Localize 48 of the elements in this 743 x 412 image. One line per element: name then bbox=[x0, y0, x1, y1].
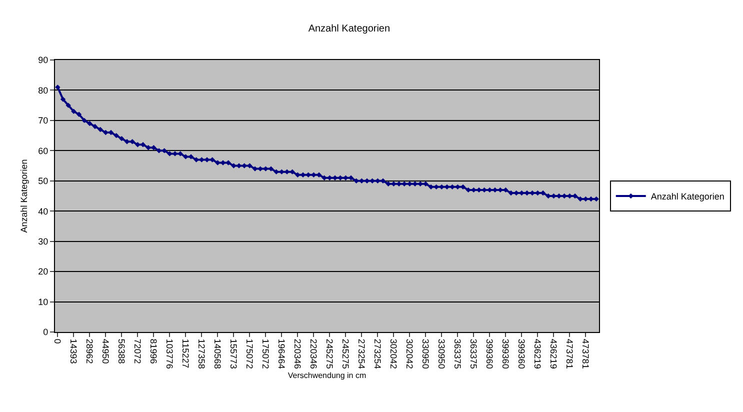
chart-title: Anzahl Kategorien bbox=[308, 24, 390, 35]
x-tick-label: 81996 bbox=[148, 338, 159, 364]
x-tick-label: 245275 bbox=[324, 338, 335, 369]
x-tick-label: 273254 bbox=[372, 338, 383, 369]
legend-label: Anzahl Kategorien bbox=[650, 192, 724, 202]
x-tick-label: 56388 bbox=[116, 338, 127, 364]
x-tick-label: 115227 bbox=[180, 338, 191, 368]
x-tick-label: 363375 bbox=[452, 338, 463, 369]
y-tick-label: 10 bbox=[38, 296, 48, 307]
y-tick-label: 50 bbox=[38, 176, 48, 186]
x-tick-label: 220346 bbox=[292, 338, 303, 369]
x-tick-label: 28962 bbox=[84, 338, 95, 364]
x-tick-label: 44950 bbox=[100, 338, 111, 364]
x-tick-label: 14393 bbox=[68, 338, 79, 364]
x-tick-label: 127358 bbox=[196, 338, 207, 369]
x-tick-label: 273254 bbox=[356, 338, 367, 369]
x-tick-label: 155773 bbox=[228, 338, 239, 369]
x-tick-label: 72072 bbox=[132, 338, 143, 364]
x-tick-label: 196464 bbox=[276, 338, 287, 369]
x-tick-label: 245275 bbox=[340, 338, 351, 369]
x-tick-label: 140568 bbox=[212, 338, 223, 369]
x-tick-label: 473781 bbox=[564, 338, 575, 369]
y-tick-label: 60 bbox=[38, 146, 48, 156]
x-tick-label: 0 bbox=[52, 338, 63, 344]
x-tick-label: 363375 bbox=[468, 338, 479, 369]
x-tick-label: 302042 bbox=[404, 338, 415, 369]
x-tick-label: 436219 bbox=[548, 338, 559, 369]
y-tick-label: 90 bbox=[38, 55, 48, 66]
x-tick-label: 330950 bbox=[436, 338, 447, 369]
x-tick-label: 399360 bbox=[516, 338, 527, 369]
y-tick-label: 0 bbox=[43, 327, 48, 338]
x-tick-label: 103776 bbox=[164, 338, 175, 369]
x-axis-title: Verschwendung in cm bbox=[288, 370, 366, 380]
x-tick-label: 220346 bbox=[308, 338, 319, 369]
x-tick-label: 436219 bbox=[532, 338, 543, 369]
y-tick-label: 80 bbox=[38, 85, 48, 96]
y-axis-title: Anzahl Kategorien bbox=[19, 159, 29, 233]
y-tick-label: 40 bbox=[38, 206, 48, 216]
y-tick-label: 20 bbox=[38, 266, 48, 277]
x-tick-label: 175072 bbox=[260, 338, 271, 369]
y-tick-label: 70 bbox=[38, 116, 48, 126]
x-tick-label: 473781 bbox=[580, 338, 591, 369]
x-tick-label: 302042 bbox=[388, 338, 399, 369]
x-tick-label: 399360 bbox=[484, 338, 495, 369]
x-tick-label: 399360 bbox=[500, 338, 511, 369]
x-tick-label: 175072 bbox=[244, 338, 255, 369]
x-tick-label: 330950 bbox=[420, 338, 431, 369]
y-tick-label: 30 bbox=[38, 236, 48, 246]
